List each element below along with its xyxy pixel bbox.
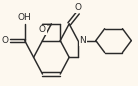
- Text: OH: OH: [18, 13, 32, 22]
- Text: O: O: [1, 36, 8, 45]
- Text: O: O: [75, 3, 82, 12]
- Text: N: N: [79, 36, 86, 45]
- Text: O: O: [39, 25, 46, 34]
